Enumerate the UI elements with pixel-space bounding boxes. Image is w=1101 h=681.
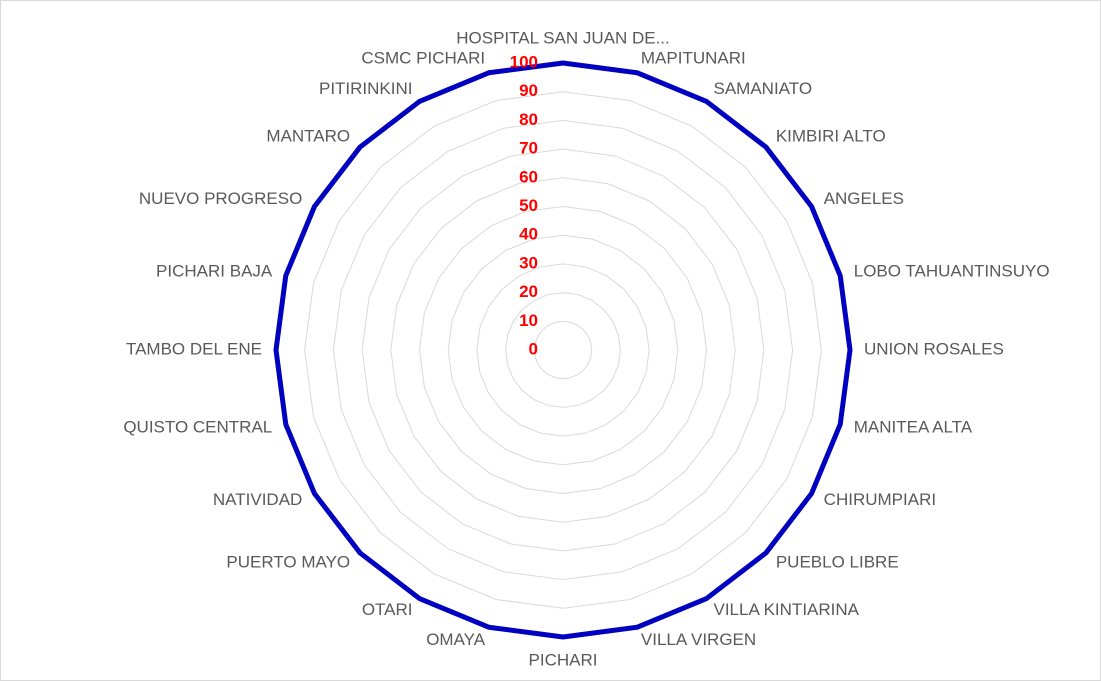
y-tick-label: 20 (519, 282, 538, 301)
category-label: MAPITUNARI (641, 49, 746, 68)
category-label: SAMANIATO (714, 79, 813, 98)
category-label: CHIRUMPIARI (824, 490, 936, 509)
y-tick-label: 100 (510, 52, 538, 71)
grid-line (332, 119, 794, 581)
category-label: KIMBIRI ALTO (776, 127, 886, 146)
grid-line (361, 148, 765, 552)
y-tick-label: 70 (519, 139, 538, 158)
y-tick-label: 90 (519, 81, 538, 100)
category-label: OMAYA (426, 630, 486, 649)
category-label: PITIRINKINI (319, 79, 413, 98)
category-label: NUEVO PROGRESO (139, 189, 302, 208)
series-line (273, 60, 853, 640)
grid-line (390, 177, 736, 523)
category-label: TAMBO DEL ENE (126, 339, 262, 358)
category-label: OTARI (362, 600, 413, 619)
grid-line (304, 91, 822, 609)
y-tick-label: 30 (519, 253, 538, 272)
category-label: HOSPITAL SAN JUAN DE... (456, 28, 670, 47)
grid-line (533, 320, 593, 380)
category-label: PUEBLO LIBRE (776, 552, 899, 571)
grid-line (418, 205, 708, 495)
grid-line (447, 234, 679, 466)
category-label: PICHARI BAJA (156, 262, 273, 281)
category-label: VILLA VIRGEN (641, 630, 756, 649)
marks (273, 60, 853, 640)
category-label: PUERTO MAYO (226, 552, 350, 571)
y-tick-label: 10 (519, 311, 538, 330)
category-label: QUISTO CENTRAL (123, 417, 272, 436)
category-label: NATIVIDAD (213, 490, 302, 509)
category-label: VILLA KINTIARINA (714, 600, 860, 619)
category-label: LOBO TAHUANTINSUYO (854, 262, 1050, 281)
y-tick-label: 60 (519, 167, 538, 186)
category-label: ANGELES (824, 189, 904, 208)
labels: 0 10 20 30 40 50 60 70 80 90 100 HOSPITAL SAN JUAN … (123, 28, 1049, 669)
category-label: MANTARO (266, 127, 350, 146)
grid-line (505, 292, 621, 408)
category-label: CSMC PICHARI (361, 49, 485, 68)
y-tick-label: 0 (529, 339, 538, 358)
y-tick-label: 80 (519, 110, 538, 129)
grid-line (476, 263, 650, 437)
y-tick-label: 50 (519, 196, 538, 215)
category-label: PICHARI (529, 650, 598, 669)
category-label: UNION ROSALES (864, 339, 1004, 358)
y-tick-label: 40 (519, 225, 538, 244)
category-label: MANITEA ALTA (854, 417, 973, 436)
